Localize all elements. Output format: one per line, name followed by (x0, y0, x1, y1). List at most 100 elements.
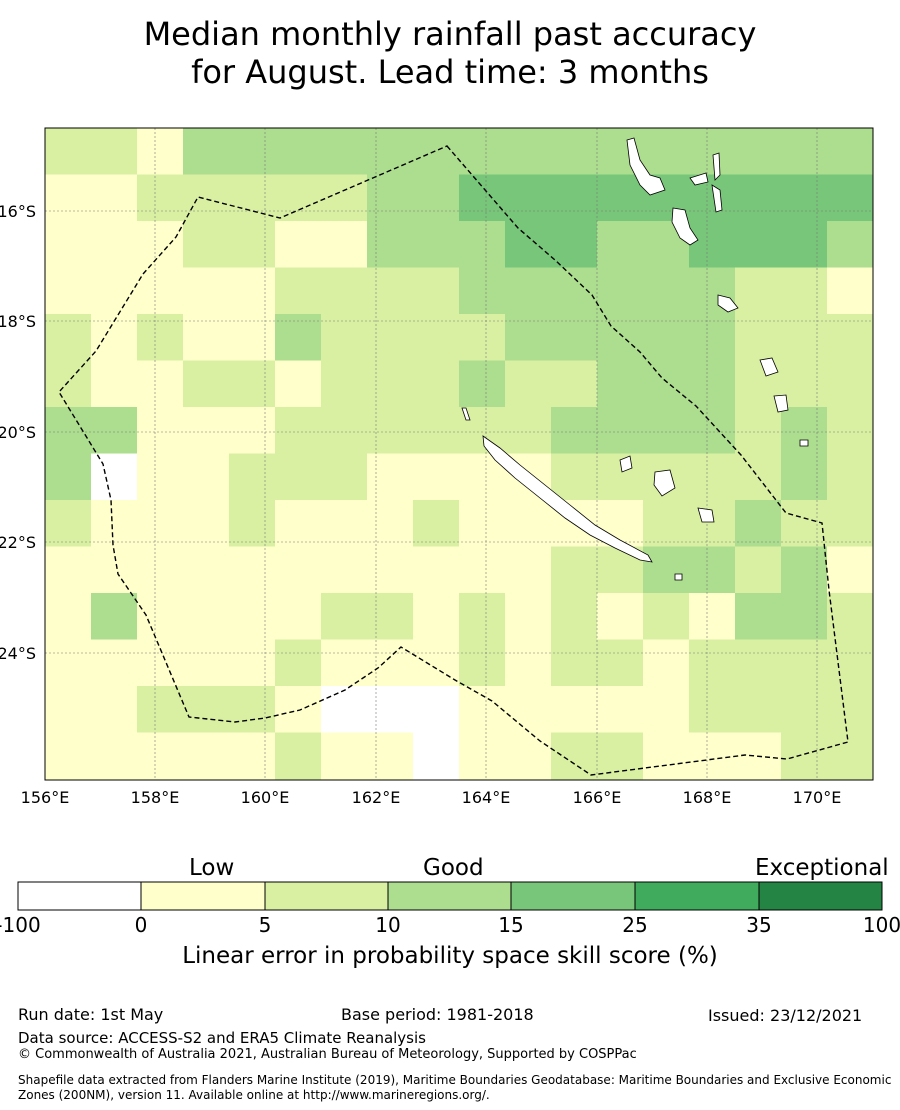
skill-cell (551, 546, 598, 594)
skill-cell (183, 546, 230, 594)
skill-cell (781, 639, 828, 687)
skill-cell (643, 732, 690, 780)
skill-cell (367, 500, 414, 547)
latitude-label: 16°S (0, 202, 36, 221)
skill-cell (413, 360, 460, 408)
loyalty-island-ouvea (697, 507, 715, 523)
skill-cell (183, 732, 230, 780)
skill-cell (689, 221, 736, 268)
skill-cell (321, 267, 368, 315)
skill-cell (137, 732, 184, 780)
skill-cell (413, 174, 460, 222)
skill-cell (735, 128, 782, 175)
skill-cell (459, 221, 506, 268)
skill-cell (505, 314, 552, 361)
skill-cell (643, 500, 690, 547)
skill-cell (689, 639, 736, 687)
skill-cell (229, 593, 276, 640)
colorbar-tick-label: 100 (862, 913, 900, 937)
skill-cell (45, 453, 92, 501)
skill-cell (229, 639, 276, 687)
skill-cell (45, 360, 92, 408)
skill-cell (413, 314, 460, 361)
skill-cell (781, 593, 828, 640)
skill-cell (551, 639, 598, 687)
latitude-label: 18°S (0, 312, 36, 331)
colorbar-title: Linear error in probability space skill … (182, 943, 718, 969)
skill-cell (275, 546, 322, 594)
skill-cell (137, 639, 184, 687)
vanuatu-island-santo (712, 152, 721, 181)
skill-cell (183, 314, 230, 361)
skill-cell (735, 407, 782, 454)
skill-cell (45, 174, 92, 222)
skill-cell (91, 360, 138, 408)
skill-cell (367, 174, 414, 222)
skill-cell (413, 407, 460, 454)
longitude-label: 170°E (793, 788, 842, 807)
skill-cell (137, 546, 184, 594)
skill-cell (137, 500, 184, 547)
skill-cell (551, 267, 598, 315)
skill-cell (459, 732, 506, 780)
skill-cell (367, 128, 414, 175)
colorbar-segment (140, 881, 266, 911)
run-date: Run date: 1st May (18, 1005, 164, 1024)
skill-cell (137, 686, 184, 733)
colorbar (17, 881, 883, 911)
skill-cell (505, 267, 552, 315)
skill-cell (91, 128, 138, 175)
skill-cell (643, 267, 690, 315)
skill-cell (183, 686, 230, 733)
skill-cell (597, 221, 644, 268)
colorbar-tick-label: -100 (0, 913, 41, 937)
skill-cell (597, 732, 644, 780)
skill-cell (551, 686, 598, 733)
vanuatu-island-malekula (671, 207, 699, 246)
skill-cell (827, 128, 874, 175)
skill-cell (321, 732, 368, 780)
skill-cell (551, 314, 598, 361)
shapefile-credit: Shapefile data extracted from Flanders M… (18, 1073, 892, 1102)
skill-cell (91, 593, 138, 640)
skill-cell (45, 732, 92, 780)
skill-cell (229, 686, 276, 733)
colorbar-segment (510, 881, 636, 911)
longitude-label: 160°E (241, 788, 290, 807)
skill-cell (827, 267, 874, 315)
skill-cell (735, 500, 782, 547)
skill-cell (459, 267, 506, 315)
skill-cell (183, 407, 230, 454)
colorbar-segment (634, 881, 760, 911)
skill-cell (781, 407, 828, 454)
skill-cell (781, 500, 828, 547)
skill-cell (827, 546, 874, 594)
longitude-label: 164°E (462, 788, 511, 807)
skill-cell (367, 221, 414, 268)
skill-cell (827, 221, 874, 268)
skill-cell (505, 128, 552, 175)
skill-cell (367, 732, 414, 780)
skill-cell (137, 453, 184, 501)
skill-cell (505, 546, 552, 594)
skill-cell (137, 407, 184, 454)
skill-cell (275, 174, 322, 222)
colorbar-tick-label: 10 (375, 913, 401, 937)
skill-cell (137, 314, 184, 361)
skill-cell (781, 314, 828, 361)
new-caledonia-island (482, 435, 653, 563)
vanuatu-island-erromango (759, 357, 779, 377)
skill-cell (735, 174, 782, 222)
skill-cell (505, 686, 552, 733)
skill-cell (505, 593, 552, 640)
skill-cell (45, 407, 92, 454)
skill-cell (459, 174, 506, 222)
colorbar-label-exceptional: Exceptional (755, 855, 889, 881)
skill-cell (459, 639, 506, 687)
skill-cell (459, 546, 506, 594)
skill-cell (643, 686, 690, 733)
skill-cell (827, 639, 874, 687)
longitude-label: 158°E (131, 788, 180, 807)
skill-cell (413, 686, 460, 733)
loyalty-island-lifou (653, 469, 676, 497)
